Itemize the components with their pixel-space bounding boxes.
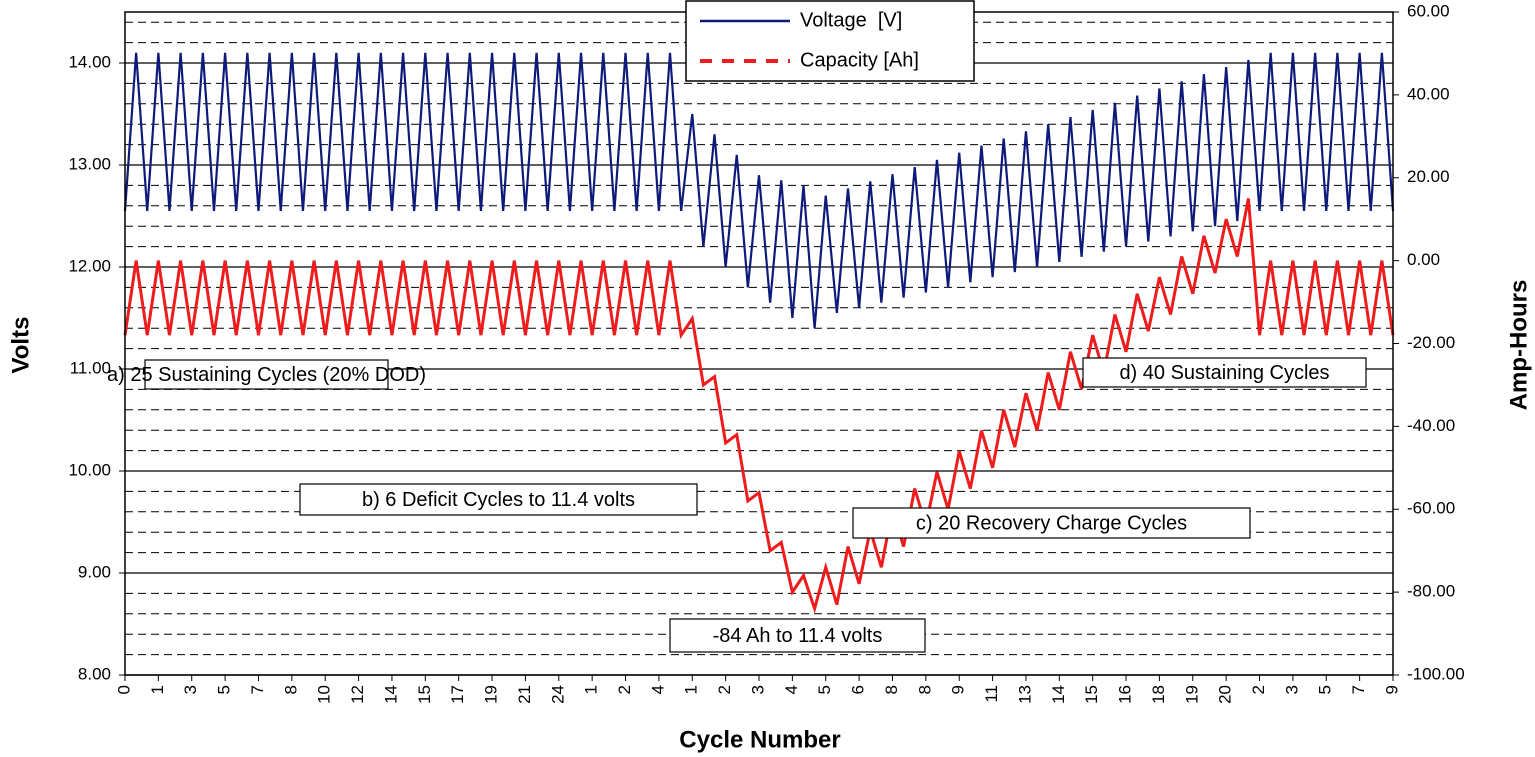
- x-tick-label: 9: [1382, 685, 1401, 694]
- y2-tick-label: -100.00: [1407, 664, 1465, 683]
- annotation-box: [669, 618, 926, 653]
- x-tick-label: 1: [582, 685, 601, 694]
- y2-tick-label: 40.00: [1407, 84, 1450, 103]
- x-tick-label: 14: [1049, 685, 1068, 704]
- x-tick-label: 3: [181, 685, 200, 694]
- x-tick-label: 7: [248, 685, 267, 694]
- x-tick-label: 17: [448, 685, 467, 704]
- x-tick-label: 24: [548, 685, 567, 704]
- x-tick-label: 21: [515, 685, 534, 704]
- x-tick-label: 13: [1015, 685, 1034, 704]
- x-tick-label: 5: [215, 685, 234, 694]
- annotation-box: [144, 359, 389, 390]
- x-tick-label: 5: [1316, 685, 1335, 694]
- annotation: -84 Ah to 11.4 volts: [713, 625, 883, 647]
- x-tick-label: 15: [1082, 685, 1101, 704]
- x-tick-label: 14: [381, 685, 400, 704]
- y-tick-label: 14.00: [68, 52, 111, 71]
- annotation-box: [852, 507, 1251, 539]
- legend-label: Voltage [V]: [800, 9, 902, 31]
- y2-tick-label: 60.00: [1407, 1, 1450, 20]
- y-tick-label: 8.00: [78, 664, 111, 683]
- y-tick-label: 10.00: [68, 460, 111, 479]
- annotation: d) 40 Sustaining Cycles: [1119, 362, 1329, 384]
- y2-tick-label: -40.00: [1407, 416, 1455, 435]
- x-tick-label: 6: [849, 685, 868, 694]
- x-tick-label: 10: [315, 685, 334, 704]
- plot-frame: [124, 11, 1394, 676]
- x-tick-label: 4: [782, 685, 801, 694]
- y-tick-label: 13.00: [68, 154, 111, 173]
- x-tick-label: 9: [949, 685, 968, 694]
- x-tick-label: 16: [1116, 685, 1135, 704]
- x-tick-label: 8: [281, 685, 300, 694]
- legend-box: [685, 0, 975, 82]
- y-tick-label: 11.00: [70, 358, 111, 377]
- x-tick-label: 5: [815, 685, 834, 694]
- y2-tick-label: -80.00: [1407, 582, 1455, 601]
- x-tick-label: 11: [982, 685, 1001, 703]
- x-tick-label: 20: [1216, 685, 1235, 704]
- x-tick-label: 4: [648, 685, 667, 694]
- x-tick-label: 8: [882, 685, 901, 694]
- annotation: b) 6 Deficit Cycles to 11.4 volts: [362, 489, 635, 511]
- legend-label: Capacity [Ah]: [800, 49, 919, 71]
- y2-tick-label: -20.00: [1407, 333, 1455, 352]
- x-tick-label: 12: [348, 685, 367, 704]
- x-tick-label: 0: [114, 685, 133, 694]
- y2-axis-title: Amp-Hours: [1505, 280, 1532, 411]
- x-tick-label: 2: [715, 685, 734, 694]
- x-tick-label: 15: [415, 685, 434, 704]
- y-tick-label: 9.00: [78, 562, 111, 581]
- y2-tick-label: -60.00: [1407, 499, 1455, 518]
- x-tick-label: 1: [682, 685, 701, 694]
- y-tick-label: 12.00: [68, 256, 111, 275]
- x-tick-label: 8: [915, 685, 934, 694]
- x-tick-label: 2: [1249, 685, 1268, 694]
- annotation-box: [1082, 357, 1367, 388]
- annotation: c) 20 Recovery Charge Cycles: [916, 512, 1187, 534]
- x-tick-label: 19: [1182, 685, 1201, 704]
- x-tick-label: 2: [615, 685, 634, 694]
- y2-tick-label: 0.00: [1407, 250, 1440, 269]
- x-axis-title: Cycle Number: [679, 726, 840, 753]
- x-tick-label: 3: [1282, 685, 1301, 694]
- annotation: a) 25 Sustaining Cycles (20% DOD): [107, 364, 426, 386]
- x-tick-label: 19: [482, 685, 501, 704]
- annotation-box: [299, 483, 698, 516]
- x-tick-label: 3: [748, 685, 767, 694]
- x-tick-label: 1: [148, 685, 167, 694]
- x-tick-label: 18: [1149, 685, 1168, 704]
- series-line: [123, 52, 1395, 329]
- y2-tick-label: 20.00: [1407, 167, 1450, 186]
- series-line: [123, 198, 1395, 614]
- y-axis-title: Volts: [7, 317, 34, 374]
- x-tick-label: 7: [1349, 685, 1368, 694]
